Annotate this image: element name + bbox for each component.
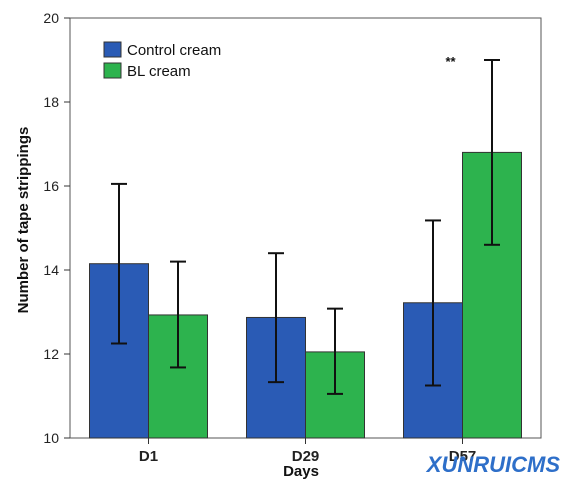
y-axis-title: Number of tape strippings [15, 127, 32, 314]
x-tick-label: D57 [449, 448, 477, 465]
y-tick-label: 10 [43, 430, 59, 446]
legend-swatch [103, 41, 122, 58]
watermark-text: XUNRUICMS [425, 452, 561, 477]
legend-label: Control cream [127, 42, 221, 59]
y-tick-label: 14 [43, 262, 59, 278]
y-axis: 10 12 14 16 18 20 [43, 10, 70, 446]
error-bars [111, 59, 500, 395]
x-axis-title: Days [283, 463, 319, 480]
legend-label: BL cream [127, 63, 191, 80]
annotations: ** [445, 54, 456, 69]
legend: Control cream BL cream [103, 41, 221, 80]
x-axis: D1 D29 D57 [139, 438, 476, 465]
x-tick-label: D29 [292, 448, 320, 465]
y-tick-label: 18 [43, 94, 59, 110]
y-tick-label: 16 [43, 178, 59, 194]
significance-marker: ** [445, 54, 456, 69]
y-tick-label: 12 [43, 346, 59, 362]
legend-swatch [103, 62, 122, 79]
x-tick-label: D1 [139, 448, 158, 465]
bars [89, 151, 522, 439]
y-tick-label: 20 [43, 10, 59, 26]
